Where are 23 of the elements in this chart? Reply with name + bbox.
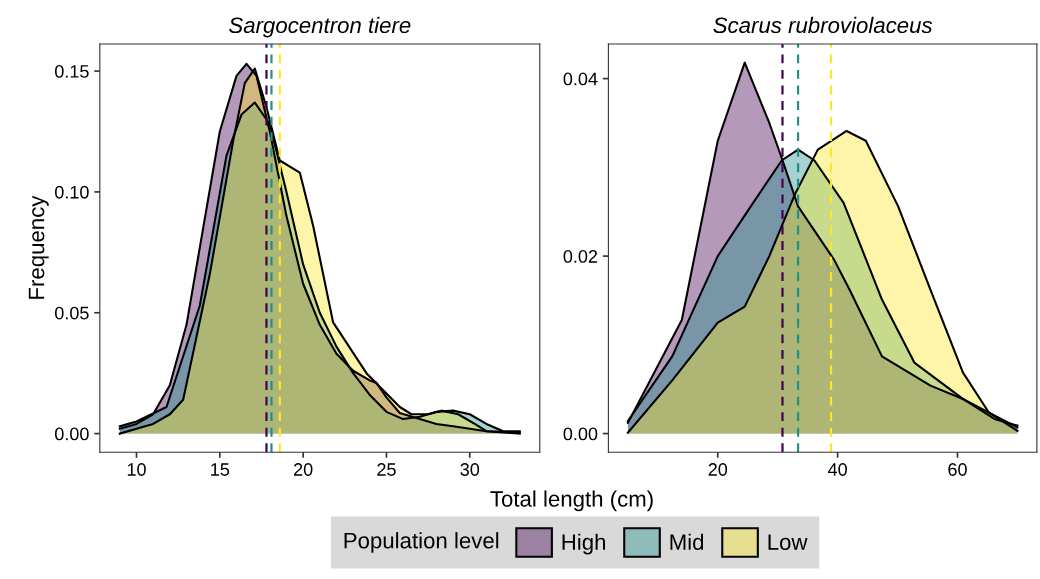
legend-label: Mid — [670, 533, 704, 550]
x-tick-label: 30 — [460, 463, 480, 476]
x-tick-label: 40 — [828, 463, 847, 476]
chart-title: Scarus rubroviolaceus — [713, 16, 933, 34]
x-tick-label: 20 — [294, 463, 313, 476]
y-tick-label: 0.15 — [54, 65, 89, 78]
y-tick-label: 0.00 — [54, 427, 89, 441]
chart-title: Sargocentron tiere — [229, 16, 411, 38]
x-tick-label: 60 — [948, 463, 967, 476]
y-tick-label: 0.10 — [54, 185, 89, 199]
y-tick-label: 0.04 — [563, 72, 598, 86]
x-tick-label: 20 — [708, 463, 728, 476]
legend-label: High — [562, 533, 606, 555]
x-tick-label: 25 — [377, 463, 396, 476]
y-tick-label: 0.02 — [563, 250, 598, 263]
x-tick-label: 10 — [127, 463, 146, 476]
x-axis-title: Total length (cm) — [490, 490, 653, 512]
x-tick-label: 15 — [211, 463, 230, 476]
legend-title: Population level — [344, 532, 499, 553]
y-axis-title: Frequency — [28, 195, 49, 299]
y-tick-label: 0.05 — [54, 306, 89, 320]
legend-label: Low — [768, 534, 808, 550]
y-tick-label: 0.00 — [563, 427, 598, 441]
